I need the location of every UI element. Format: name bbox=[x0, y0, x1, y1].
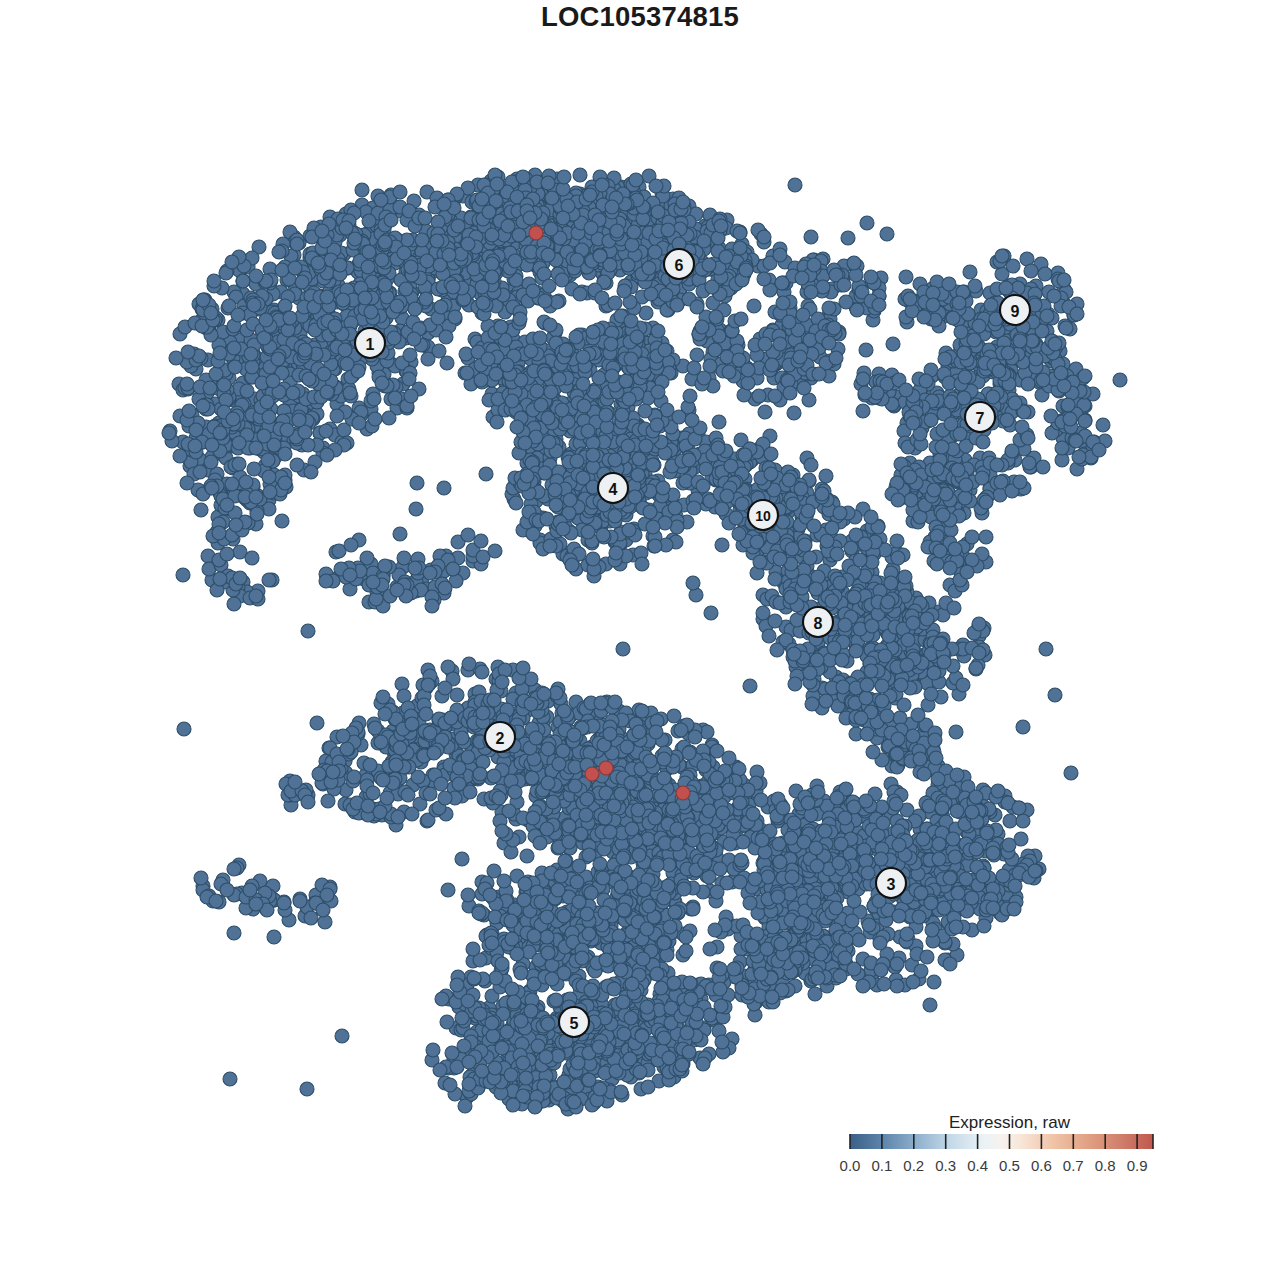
svg-text:0.6: 0.6 bbox=[1031, 1157, 1052, 1174]
svg-text:2: 2 bbox=[496, 730, 505, 747]
svg-text:9: 9 bbox=[1011, 303, 1020, 320]
svg-text:3: 3 bbox=[887, 876, 896, 893]
svg-text:5: 5 bbox=[570, 1015, 579, 1032]
svg-text:0.7: 0.7 bbox=[1063, 1157, 1084, 1174]
svg-text:4: 4 bbox=[609, 481, 618, 498]
svg-text:1: 1 bbox=[366, 336, 375, 353]
svg-text:0.3: 0.3 bbox=[935, 1157, 956, 1174]
svg-text:0.1: 0.1 bbox=[871, 1157, 892, 1174]
svg-text:0.2: 0.2 bbox=[903, 1157, 924, 1174]
svg-text:Expression, raw: Expression, raw bbox=[949, 1113, 1071, 1132]
svg-text:7: 7 bbox=[976, 410, 985, 427]
svg-text:0.5: 0.5 bbox=[999, 1157, 1020, 1174]
svg-text:6: 6 bbox=[675, 257, 684, 274]
svg-text:8: 8 bbox=[814, 615, 823, 632]
svg-text:0.4: 0.4 bbox=[967, 1157, 988, 1174]
svg-text:0.9: 0.9 bbox=[1127, 1157, 1148, 1174]
svg-text:0.0: 0.0 bbox=[840, 1157, 861, 1174]
svg-text:0.8: 0.8 bbox=[1095, 1157, 1116, 1174]
svg-text:10: 10 bbox=[755, 508, 771, 524]
